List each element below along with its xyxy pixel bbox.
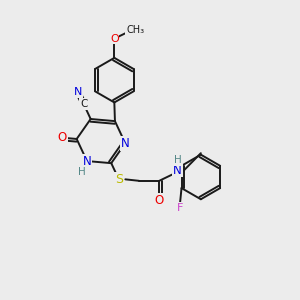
Text: O: O (154, 194, 164, 207)
Text: CH₃: CH₃ (126, 25, 144, 34)
Text: N: N (173, 164, 182, 177)
Text: C: C (80, 99, 87, 109)
Text: N: N (121, 137, 130, 150)
Text: F: F (177, 203, 183, 213)
Text: O: O (58, 131, 67, 144)
Text: H: H (78, 167, 86, 177)
Text: H: H (174, 155, 182, 165)
Text: N: N (74, 87, 82, 97)
Text: S: S (115, 173, 123, 186)
Text: N: N (82, 154, 91, 167)
Text: O: O (110, 34, 119, 44)
